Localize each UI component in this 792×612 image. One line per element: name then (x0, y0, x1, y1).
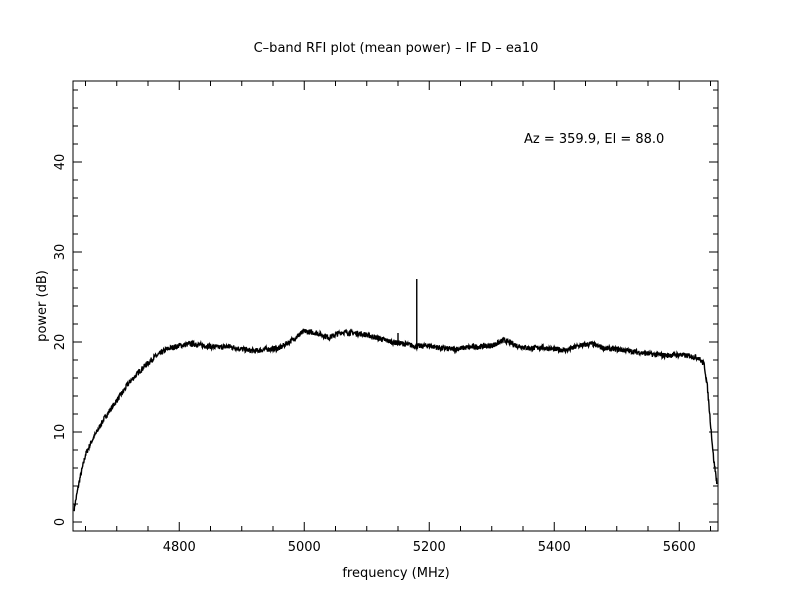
x-axis-label: frequency (MHz) (342, 566, 449, 581)
x-tick-label: 4800 (163, 540, 196, 555)
plot-area: 4800 5000 5200 5400 5600 0 10 20 30 40 (53, 80, 719, 555)
series-line (73, 328, 718, 512)
y-tick-label: 20 (53, 334, 68, 351)
y-tick-label: 10 (53, 424, 68, 441)
y-tick-label: 0 (53, 518, 68, 526)
y-axis-label: power (dB) (35, 270, 50, 342)
x-tick-label: 5600 (663, 540, 696, 555)
y-tick-label: 40 (53, 154, 68, 171)
chart-annotation: Az = 359.9, El = 88.0 (524, 132, 664, 147)
chart-title: C–band RFI plot (mean power) – IF D – ea… (254, 41, 539, 56)
x-tick-label: 5200 (413, 540, 446, 555)
x-tick-label: 5000 (288, 540, 321, 555)
plot-frame (72, 80, 719, 532)
x-tick-label: 5400 (538, 540, 571, 555)
y-tick-label: 30 (53, 244, 68, 261)
